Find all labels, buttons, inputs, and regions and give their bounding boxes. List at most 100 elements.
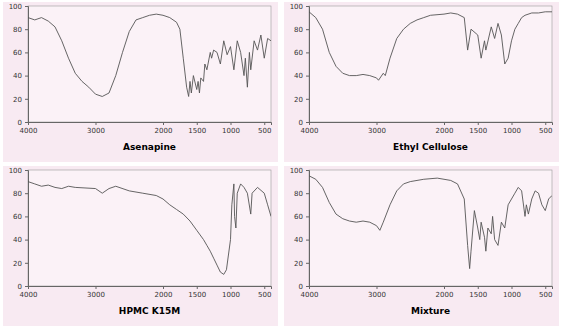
y-tick-mark: [306, 216, 309, 217]
spectrum-line: [28, 14, 271, 96]
plot-area: [28, 14, 271, 96]
figure: 40003000200015001000500020406080100Asena…: [0, 0, 563, 329]
x-tick-mark: [231, 286, 232, 289]
y-tick: 40: [294, 72, 309, 80]
y-tick-mark: [306, 193, 309, 194]
y-tick: 100: [9, 3, 28, 11]
x-tick-mark: [231, 122, 232, 125]
x-axis-line: [310, 123, 553, 126]
y-tick-label: 20: [13, 96, 22, 104]
x-axis: 40003000200015001000500: [20, 286, 272, 299]
y-tick-mark: [25, 216, 28, 217]
y-tick: 40: [13, 72, 28, 80]
x-tick: 2000: [436, 122, 454, 135]
y-tick-label: 20: [294, 260, 303, 268]
y-tick-mark: [306, 122, 309, 123]
y-tick-mark: [25, 99, 28, 100]
x-tick-label: 2000: [436, 127, 454, 135]
x-tick: 1500: [188, 122, 206, 135]
y-tick-mark: [25, 122, 28, 123]
y-tick: 80: [294, 190, 309, 198]
panel-background: [284, 2, 559, 162]
x-tick-label: 4000: [301, 291, 319, 299]
x-tick-label: 1000: [503, 127, 521, 135]
x-tick-label: 500: [258, 127, 271, 135]
y-tick-label: 40: [13, 236, 22, 244]
panel-title: Asenapine: [123, 142, 176, 152]
plot-area: [28, 182, 271, 275]
y-tick-mark: [25, 52, 28, 53]
x-tick: 4000: [20, 122, 38, 135]
plot-frame: [309, 170, 552, 286]
y-tick-label: 60: [13, 213, 22, 221]
y-tick-mark: [306, 29, 309, 30]
x-tick-mark: [197, 122, 198, 125]
y-tick-mark: [306, 6, 309, 7]
panel-title: Ethyl Cellulose: [393, 142, 468, 152]
y-tick: 20: [294, 260, 309, 268]
x-tick-label: 1500: [469, 291, 487, 299]
y-tick-label: 0: [299, 283, 303, 291]
x-tick: 1000: [503, 122, 521, 135]
x-tick: 2000: [155, 122, 173, 135]
y-tick: 0: [18, 119, 28, 127]
x-tick: 1500: [469, 286, 487, 299]
y-tick-label: 80: [13, 26, 22, 34]
y-axis: 020406080100: [290, 3, 310, 127]
y-axis: 0 20 40 60 80 100: [9, 3, 29, 127]
y-tick-mark: [25, 76, 28, 77]
x-axis-line: [29, 123, 272, 126]
x-tick-label: 500: [258, 291, 271, 299]
y-tick: 80: [13, 190, 28, 198]
x-axis: 40003000200015001000500: [20, 122, 272, 135]
x-axis: 40003000200015001000500: [301, 122, 553, 135]
x-tick-label: 3000: [87, 291, 105, 299]
panel: 40003000200015001000500020406080100Asena…: [3, 2, 278, 162]
y-tick-mark: [306, 76, 309, 77]
y-tick-mark: [306, 99, 309, 100]
y-tick: 60: [13, 213, 28, 221]
y-tick: 0: [299, 119, 309, 127]
x-tick-mark: [444, 122, 445, 125]
x-tick: 3000: [87, 286, 105, 299]
plot-area: [309, 176, 552, 269]
x-tick-label: 3000: [368, 291, 386, 299]
x-tick-mark: [96, 286, 97, 289]
y-tick: 20: [13, 96, 28, 104]
x-tick-label: 1000: [222, 291, 240, 299]
x-tick: 500: [539, 122, 552, 135]
x-tick-label: 2000: [155, 127, 173, 135]
panel: 40003000200015001000500020406080100HPMC …: [3, 166, 278, 326]
y-tick: 40: [13, 236, 28, 244]
x-axis-line: [29, 287, 272, 290]
y-tick-mark: [25, 29, 28, 30]
x-tick-mark: [478, 286, 479, 289]
y-tick-label: 100: [290, 167, 303, 175]
spectrum-line: [309, 12, 552, 80]
y-tick-label: 60: [13, 49, 22, 57]
x-tick-label: 2000: [155, 291, 173, 299]
x-tick: 500: [258, 122, 271, 135]
y-tick-mark: [25, 263, 28, 264]
x-tick-mark: [545, 286, 546, 289]
y-tick-label: 100: [9, 3, 22, 11]
x-tick-mark: [377, 286, 378, 289]
x-tick: 2000: [436, 286, 454, 299]
x-tick-label: 3000: [368, 127, 386, 135]
x-tick-mark: [377, 122, 378, 125]
y-axis-line: [25, 7, 29, 123]
y-tick: 40: [294, 236, 309, 244]
x-tick-mark: [264, 286, 265, 289]
x-tick: 1500: [469, 122, 487, 135]
y-axis-line: [306, 7, 310, 123]
x-tick-mark: [163, 122, 164, 125]
y-tick-mark: [306, 263, 309, 264]
y-tick-mark: [306, 286, 309, 287]
y-tick-label: 40: [294, 236, 303, 244]
y-tick-label: 0: [18, 283, 22, 291]
y-tick-label: 0: [299, 119, 303, 127]
plot-frame: [28, 170, 271, 286]
x-tick: 3000: [368, 122, 386, 135]
x-tick-label: 3000: [87, 127, 105, 135]
plot-frame: [309, 6, 552, 122]
